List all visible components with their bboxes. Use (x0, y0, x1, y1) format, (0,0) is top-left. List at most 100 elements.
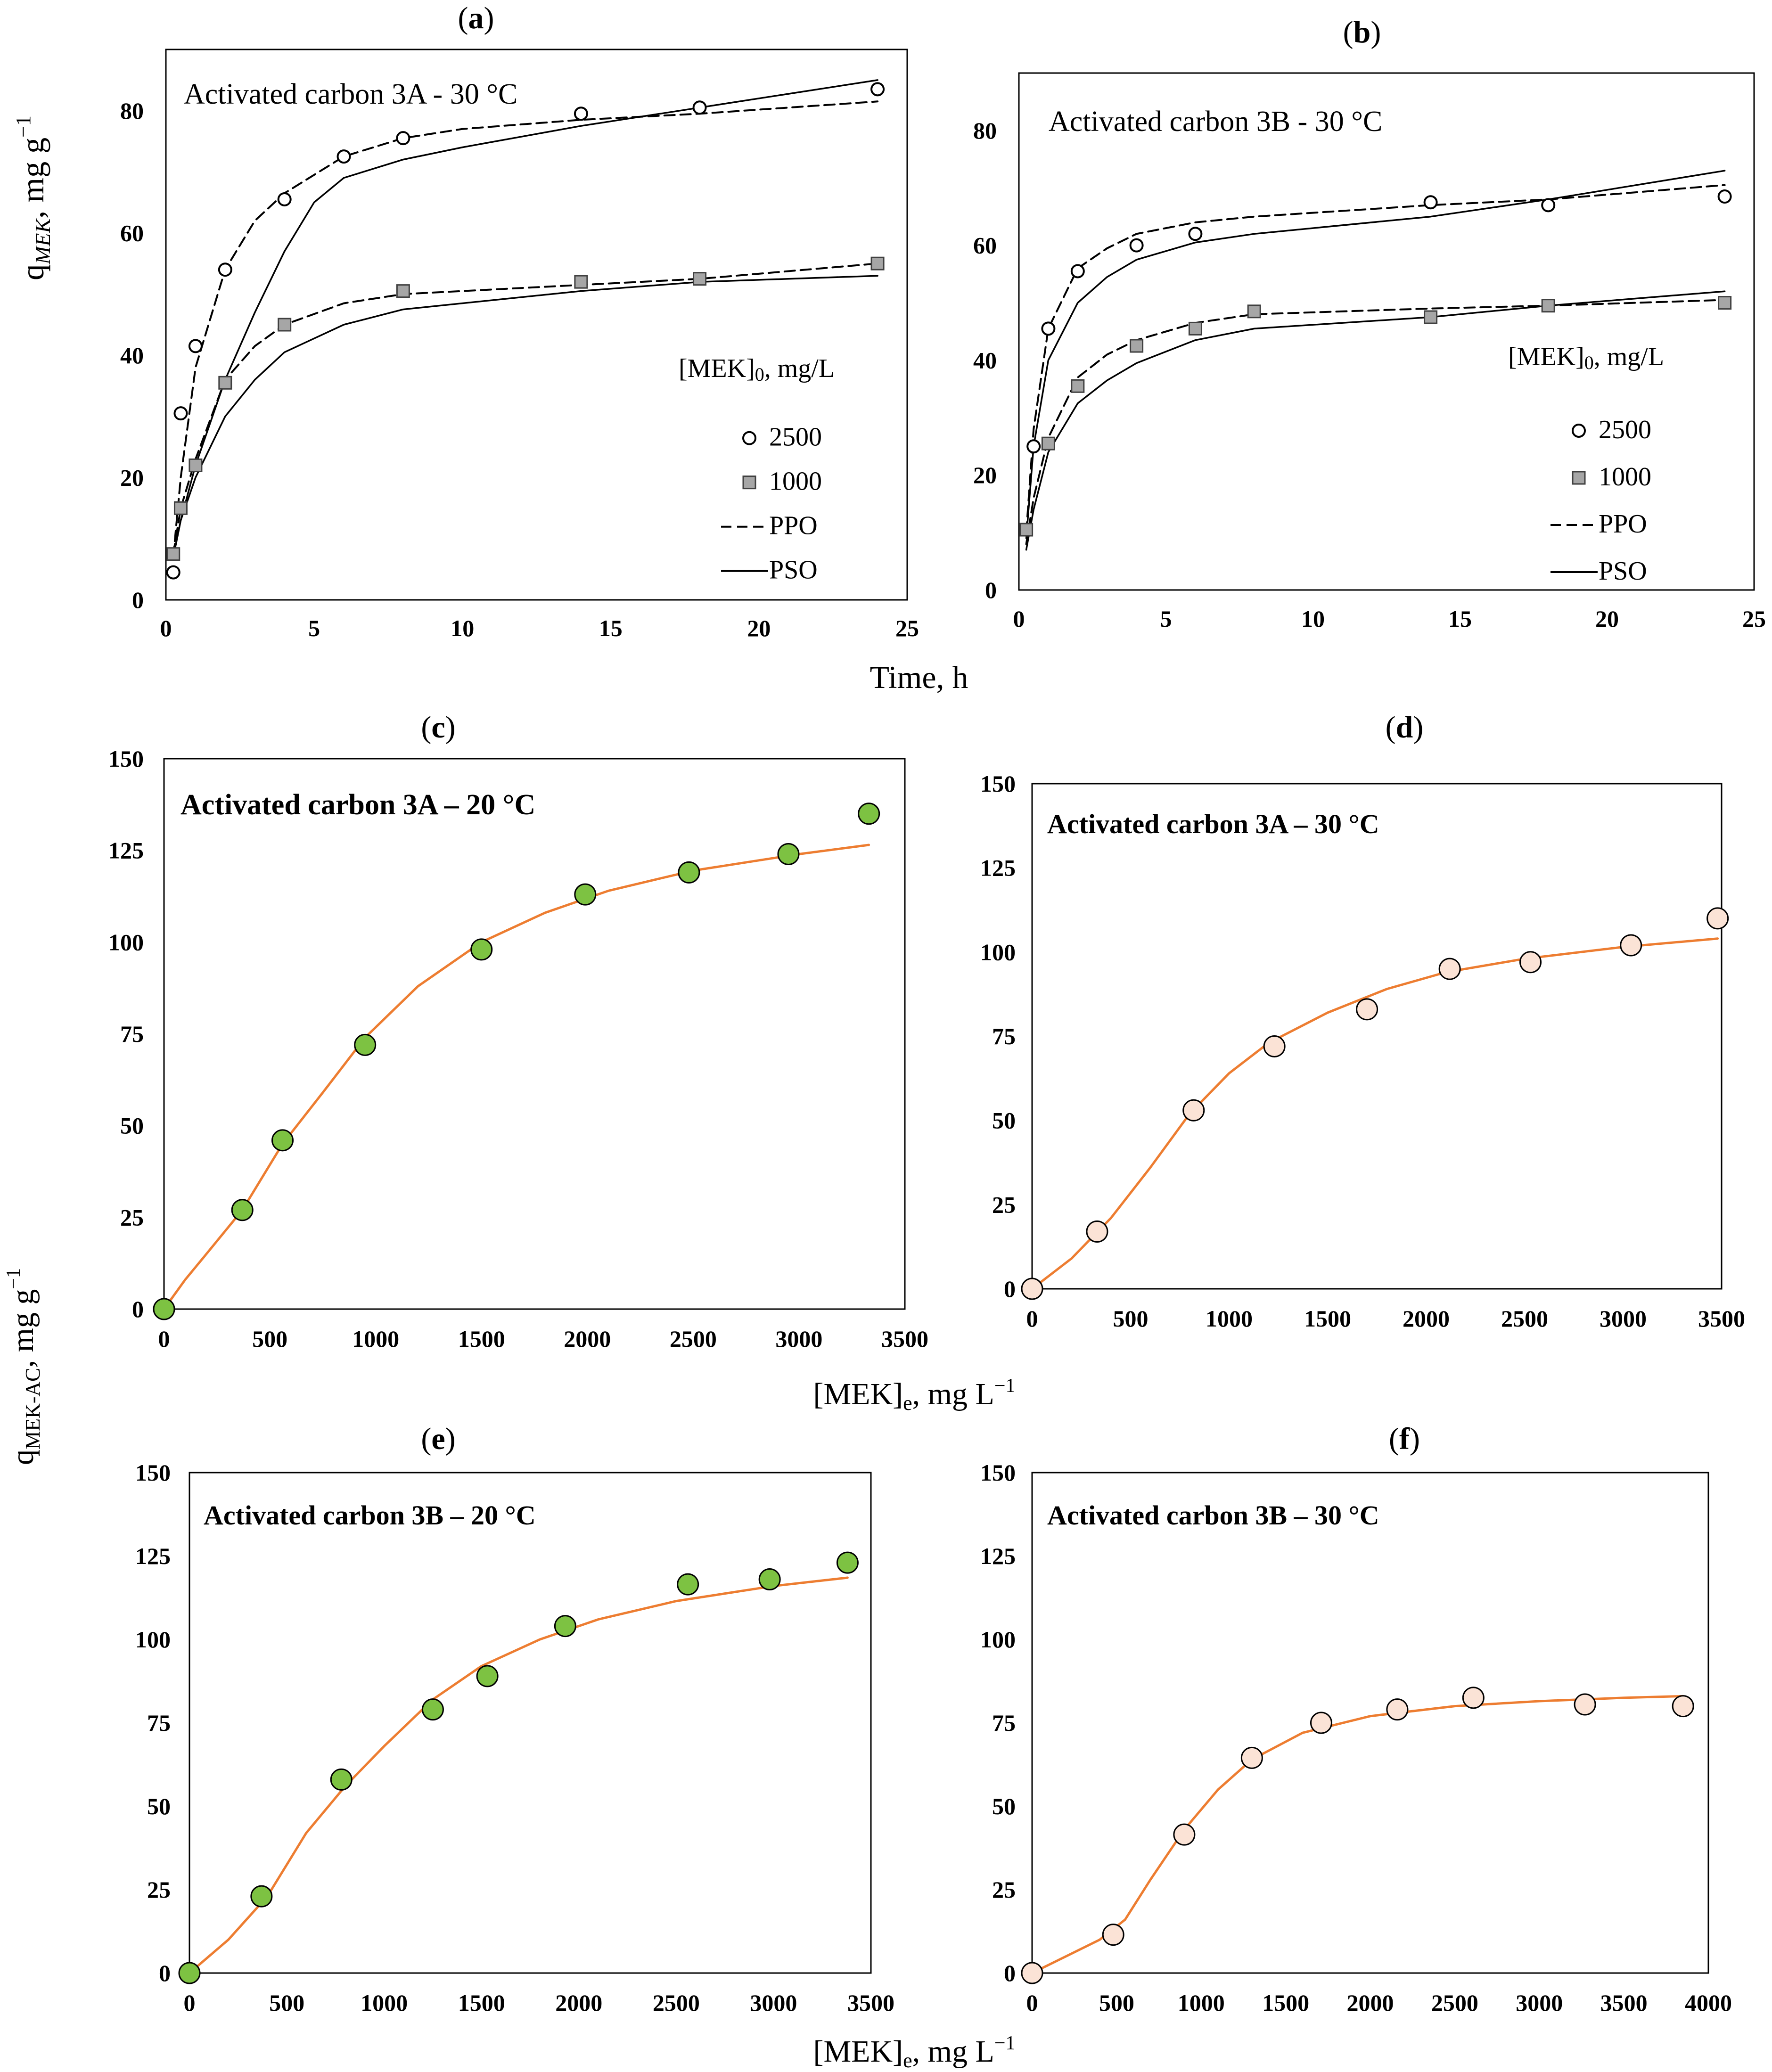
data-point-green (554, 1615, 576, 1638)
y-tick-label: 75 (992, 1023, 1016, 1049)
y-tick-label: 50 (147, 1793, 171, 1819)
y-tick-label: 0 (132, 1296, 144, 1322)
data-point-circle (1070, 264, 1085, 278)
data-point-square (173, 501, 188, 515)
x-tick-label: 0 (158, 1326, 170, 1352)
x-tick-label: 20 (1595, 606, 1619, 632)
x-tick-label: 2500 (1431, 1990, 1478, 2016)
data-point-square (870, 256, 885, 270)
plot-frame-f (1031, 1472, 1709, 1974)
data-point-square (693, 272, 707, 286)
data-point-square (1424, 310, 1438, 324)
isotherm-x-axis-label-2: [MEK]e, mg L−1 (813, 2032, 1016, 2072)
data-point-circle (277, 192, 292, 206)
data-point-circle (336, 149, 351, 164)
data-point-green (421, 1698, 444, 1721)
data-point-circle (173, 406, 188, 421)
data-point-peach (1386, 1698, 1409, 1721)
x-tick-label: 10 (1301, 606, 1325, 632)
x-tick-label: 20 (747, 615, 771, 641)
panel-label-d: (d) (1386, 710, 1424, 745)
legend-title: [MEK]0, mg/L (679, 354, 835, 385)
x-tick-label: 2000 (555, 1990, 602, 2016)
data-point-green (354, 1033, 377, 1056)
legend-marker-circle (1572, 424, 1586, 438)
chart-panel-c: (c) 0 500 1000 1500 2000 2500 3000 3500 0 25 50 75 10… (108, 710, 928, 1352)
series-line-fit (172, 275, 878, 558)
y-tick-label: 75 (120, 1021, 144, 1047)
data-point-square (1247, 304, 1261, 319)
data-point-peach (1086, 1220, 1108, 1243)
data-point-peach (1519, 951, 1542, 974)
data-point-peach (1021, 1278, 1043, 1300)
x-tick-label: 2500 (653, 1990, 700, 2016)
data-point-green (777, 843, 800, 865)
y-tick-label: 0 (985, 577, 997, 603)
x-tick-label: 2000 (1347, 1990, 1394, 2016)
chart-panel-a: (a) 0 5 10 15 20 25 0 20 40 60 80 Activated carbon 3… (120, 1, 919, 641)
data-point-green (250, 1885, 273, 1908)
y-tick-label: 150 (980, 770, 1016, 797)
x-tick-label: 1000 (352, 1326, 399, 1352)
panel-label-a: (a) (458, 1, 494, 35)
y-tick-label: 100 (135, 1626, 171, 1653)
y-tick-label: 50 (992, 1793, 1016, 1819)
series-line-ppo (1025, 184, 1726, 534)
x-tick-label: 3000 (775, 1326, 822, 1352)
data-point-square (1019, 523, 1034, 537)
x-tick-label: 3500 (1698, 1305, 1745, 1332)
data-point-circle (1041, 321, 1056, 336)
data-point-circle (574, 106, 588, 121)
plot-frame-c (163, 758, 906, 1310)
x-tick-label: 0 (1026, 1305, 1038, 1332)
isotherm-x-axis-label-1: [MEK]e, mg L−1 (813, 1375, 1016, 1415)
y-tick-label: 20 (120, 464, 144, 491)
plot-frame-d (1031, 783, 1723, 1290)
x-tick-label: 3500 (847, 1990, 894, 2016)
data-point-peach (1182, 1099, 1205, 1122)
chart-panel-f: (f) 0 500 1000 1500 2000 2500 3000 3500 4000 0 25 50… (980, 1422, 1732, 2016)
y-tick-label: 0 (132, 587, 144, 613)
panel-label-f: (f) (1389, 1422, 1420, 1456)
chart-panel-b: (b) 0 5 10 15 20 25 0 20 40 60 80 Activated carbon 3… (973, 15, 1766, 632)
x-tick-label: 5 (308, 615, 320, 641)
x-tick-label: 4000 (1685, 1990, 1732, 2016)
legend-label-2500: 2500 (769, 423, 822, 452)
y-tick-label: 25 (992, 1876, 1016, 1903)
data-point-square (1071, 379, 1085, 393)
y-tick-label: 0 (159, 1960, 171, 1986)
y-tick-label: 40 (120, 342, 144, 369)
y-tick-label: 100 (108, 929, 144, 955)
x-tick-label: 0 (184, 1990, 196, 2016)
y-tick-label: 150 (135, 1459, 171, 1486)
y-tick-label: 80 (120, 98, 144, 124)
x-tick-label: 10 (451, 615, 474, 641)
x-tick-label: 500 (1099, 1990, 1134, 2016)
y-tick-label: 125 (980, 1543, 1016, 1569)
data-point-circle (1717, 189, 1732, 204)
data-point-square (574, 275, 588, 289)
x-tick-label: 1000 (1178, 1990, 1225, 2016)
y-tick-label: 75 (992, 1710, 1016, 1736)
data-point-circle (1423, 195, 1438, 210)
data-point-square (218, 376, 232, 390)
series-line-fit (1025, 290, 1726, 551)
data-point-square (1130, 339, 1144, 353)
data-point-circle (1541, 198, 1556, 213)
y-tick-label: 150 (980, 1459, 1016, 1486)
data-point-circle (1188, 227, 1203, 241)
legend-label-ppo: PPO (769, 511, 818, 541)
data-point-green (677, 1573, 699, 1596)
y-tick-label: 60 (973, 232, 997, 259)
data-point-peach (1620, 934, 1642, 957)
data-point-square (1718, 296, 1732, 310)
legend-label-pso: PSO (1599, 557, 1647, 586)
x-tick-label: 3500 (1600, 1990, 1648, 2016)
y-tick-label: 25 (147, 1876, 171, 1903)
chart-title-d: Activated carbon 3A – 30 °C (1047, 809, 1379, 839)
x-tick-label: 0 (1026, 1990, 1038, 2016)
x-tick-label: 3500 (881, 1326, 928, 1352)
plot-frame-e (189, 1472, 872, 1974)
data-point-peach (1462, 1687, 1485, 1709)
